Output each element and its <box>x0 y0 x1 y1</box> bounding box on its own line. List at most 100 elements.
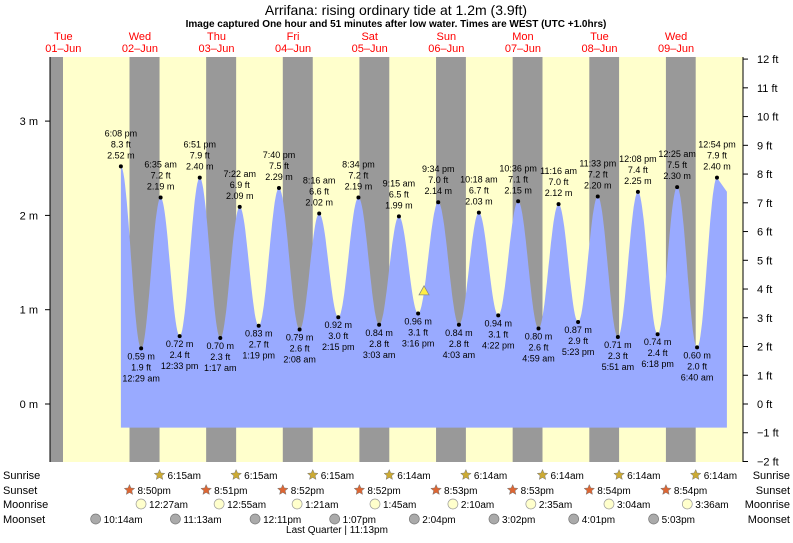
low-tide-time: 2:15 pm <box>322 342 355 352</box>
sunset-icon <box>430 483 442 495</box>
moonset-time: 2:04pm <box>422 515 455 526</box>
low-tide-metres: 0.59 m <box>127 351 155 361</box>
sunset-row-label-right: Sunset <box>756 485 790 497</box>
sunrise-time: 6:14am <box>397 471 430 482</box>
low-tide-feet: 2.6 ft <box>528 343 549 353</box>
low-tide-metres: 0.74 m <box>644 337 672 347</box>
low-tide-time: 4:22 pm <box>482 340 515 350</box>
high-tide-time: 12:25 am <box>658 149 696 159</box>
moonset-time: 4:01pm <box>582 515 615 526</box>
high-tide-point <box>476 210 481 215</box>
low-tide-point <box>615 335 620 340</box>
day-name: Sat <box>361 31 378 43</box>
high-tide-point <box>635 189 640 194</box>
high-tide-metres: 2.52 m <box>107 150 135 160</box>
high-tide-time: 9:34 pm <box>422 164 455 174</box>
day-name: Wed <box>665 31 687 43</box>
low-tide-feet: 2.8 ft <box>369 339 390 349</box>
high-tide-feet: 6.7 ft <box>469 186 490 196</box>
low-tide-feet: 2.9 ft <box>568 336 589 346</box>
high-tide-point <box>436 200 441 205</box>
tide-area <box>120 166 727 428</box>
moonset-time: 11:13am <box>183 515 221 526</box>
low-tide-feet: 2.4 ft <box>648 348 669 358</box>
moonrise-icon <box>369 498 381 510</box>
high-tide-time: 11:16 am <box>540 166 577 176</box>
low-tide-metres: 0.84 m <box>365 328 393 338</box>
high-tide-point <box>675 185 680 190</box>
sunrise-time: 6:15am <box>244 471 277 482</box>
moonrise-time: 12:27am <box>149 500 188 511</box>
high-tide-point <box>556 202 561 207</box>
high-tide-point <box>276 186 281 191</box>
low-tide-time: 3:16 pm <box>402 338 435 348</box>
left-tick-label: 3 m <box>20 116 38 128</box>
day-date: 09–Jun <box>658 43 694 55</box>
day-name: Wed <box>129 31 151 43</box>
day-date: 01–Jun <box>45 43 81 55</box>
sunrise-icon <box>613 468 625 480</box>
high-tide-metres: 2.30 m <box>663 171 691 181</box>
sunrise-icon <box>536 468 549 480</box>
low-tide-feet: 2.3 ft <box>608 351 629 361</box>
sunrise-row-label-right: Sunrise <box>753 470 790 482</box>
high-tide-time: 7:22 am <box>223 169 256 179</box>
sunrise-icon <box>153 468 166 480</box>
sunset-time: 8:52pm <box>367 486 400 497</box>
low-tide-feet: 3.0 ft <box>328 331 349 341</box>
low-tide-time: 5:51 am <box>602 362 635 372</box>
high-tide-feet: 7.9 ft <box>707 151 728 161</box>
low-tide-point <box>256 323 261 328</box>
moonset-icon <box>249 513 261 525</box>
low-tide-feet: 2.6 ft <box>290 344 311 354</box>
low-tide-metres: 0.60 m <box>683 350 711 360</box>
high-tide-point <box>595 194 600 199</box>
high-tide-feet: 7.9 ft <box>190 151 211 161</box>
moonrise-row-label-left: Moonrise <box>3 499 48 511</box>
low-tide-time: 2:08 am <box>283 355 316 365</box>
high-tide-metres: 2.19 m <box>345 181 373 191</box>
current-level-marker <box>418 285 430 296</box>
day-date: 04–Jun <box>275 43 311 55</box>
day-name: Sun <box>437 31 457 43</box>
right-tick-label: 8 ft <box>757 169 772 181</box>
high-tide-feet: 7.4 ft <box>628 165 649 175</box>
high-tide-feet: 7.1 ft <box>508 174 529 184</box>
left-tick-label: 0 m <box>20 399 38 411</box>
day-name: Tue <box>54 31 73 43</box>
moonset-time: 3:02pm <box>502 515 535 526</box>
chart-subtitle: Image captured One hour and 51 minutes a… <box>186 19 607 30</box>
sunrise-icon <box>689 468 702 480</box>
day-date: 02–Jun <box>122 43 158 55</box>
high-tide-point <box>396 214 401 219</box>
axes: 0 m 1 m 2 m 3 m −2 ft −1 ft 0 ft 1 ft 2 ft 3 ft 4 … <box>20 54 779 468</box>
high-tide-time: 10:36 pm <box>499 163 537 173</box>
sunrise-row-label-left: Sunrise <box>3 470 40 482</box>
sunrise-time: 6:14am <box>550 471 583 482</box>
daylight-band <box>63 57 130 462</box>
high-tide-feet: 7.5 ft <box>269 161 290 171</box>
right-tick-label: 7 ft <box>757 198 772 210</box>
sunrise-time: 6:14am <box>627 471 660 482</box>
high-tide-metres: 2.25 m <box>624 176 652 186</box>
high-tide-feet: 7.0 ft <box>549 177 570 187</box>
moonrise-icon <box>447 498 459 510</box>
low-tide-point <box>576 319 581 324</box>
low-tide-metres: 0.96 m <box>404 316 432 326</box>
sunset-time: 8:54pm <box>674 486 707 497</box>
low-tide-feet: 2.0 ft <box>687 361 708 371</box>
day-date: 03–Jun <box>198 43 234 55</box>
high-tide-feet: 7.2 ft <box>348 170 369 180</box>
tide-area-path <box>120 166 727 428</box>
moonset-icon <box>648 513 659 525</box>
moonset-icon <box>568 513 580 525</box>
high-tide-time: 6:35 am <box>144 159 177 169</box>
high-tide-time: 6:51 pm <box>183 140 216 150</box>
day-date: 06–Jun <box>428 43 464 55</box>
high-tide-time: 9:15 am <box>383 178 416 188</box>
low-tide-time: 6:40 am <box>681 372 714 382</box>
high-tide-metres: 2.03 m <box>465 197 493 207</box>
right-tick-label: 12 ft <box>757 54 778 66</box>
